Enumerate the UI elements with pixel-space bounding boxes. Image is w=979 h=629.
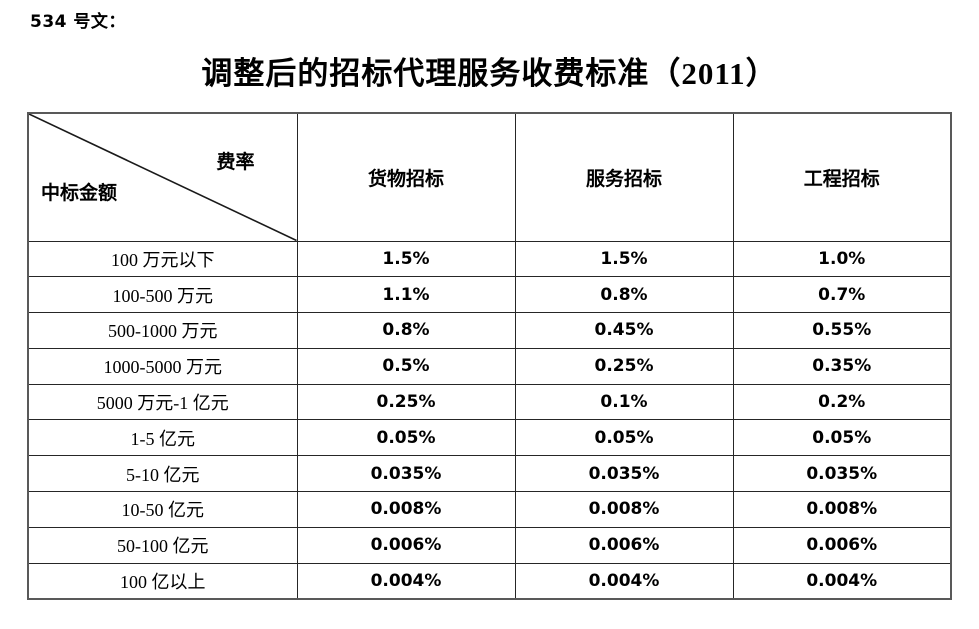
table-cell: 0.35% <box>732 347 952 385</box>
table-cell: 0.55% <box>732 312 952 349</box>
table-cell: 0.006% <box>514 526 734 564</box>
table-cell: 0.006% <box>732 526 952 564</box>
table-cell: 1.0% <box>732 240 952 278</box>
table-cell: 0.5% <box>296 347 516 385</box>
table-cell: 0.1% <box>514 383 734 421</box>
table-cell: 1.5% <box>514 240 734 278</box>
column-header-service-bidding: 服务招标 <box>514 112 734 242</box>
table-cell: 0.035% <box>296 455 516 493</box>
row-label: 100 万元以下 <box>27 240 298 278</box>
table-cell: 0.7% <box>732 276 952 314</box>
corner-header-cell: 费率 中标金额 <box>27 112 298 242</box>
table-cell: 0.05% <box>296 419 516 457</box>
fee-table: 费率 中标金额 货物招标 服务招标 工程招标 100 万元以下 1.5% 1.5… <box>27 112 952 600</box>
table-cell: 0.8% <box>514 276 734 314</box>
row-label: 1000-5000 万元 <box>27 347 298 385</box>
table-cell: 0.05% <box>732 419 952 457</box>
table-cell: 1.1% <box>296 276 516 314</box>
table-cell: 0.25% <box>514 347 734 385</box>
table-cell: 0.004% <box>732 562 952 600</box>
table-row: 5-10 亿元 0.035% 0.035% 0.035% <box>27 455 952 493</box>
table-cell: 0.05% <box>514 419 734 457</box>
table-cell: 0.035% <box>514 455 734 493</box>
table-row: 500-1000 万元 0.8% 0.45% 0.55% <box>27 312 952 349</box>
table-cell: 0.035% <box>732 455 952 493</box>
table-row: 100 亿以上 0.004% 0.004% 0.004% <box>27 562 952 600</box>
doc-number-label: 534 号文： <box>30 12 126 32</box>
table-cell: 0.008% <box>296 491 516 528</box>
header-row: 费率 中标金额 货物招标 服务招标 工程招标 <box>27 112 952 242</box>
table-row: 1-5 亿元 0.05% 0.05% 0.05% <box>27 419 952 457</box>
table-cell: 1.5% <box>296 240 516 278</box>
row-label: 10-50 亿元 <box>27 491 298 528</box>
row-label: 5000 万元-1 亿元 <box>27 383 298 421</box>
row-label: 100 亿以上 <box>27 562 298 600</box>
table-cell: 0.8% <box>296 312 516 349</box>
table-row: 100-500 万元 1.1% 0.8% 0.7% <box>27 276 952 314</box>
table-row: 10-50 亿元 0.008% 0.008% 0.008% <box>27 491 952 528</box>
column-header-goods-bidding: 货物招标 <box>296 112 516 242</box>
table-cell: 0.25% <box>296 383 516 421</box>
table-cell: 0.008% <box>732 491 952 528</box>
column-header-engineering-bidding: 工程招标 <box>732 112 952 242</box>
table-cell: 0.004% <box>514 562 734 600</box>
row-label: 100-500 万元 <box>27 276 298 314</box>
table-cell: 0.008% <box>514 491 734 528</box>
table-row: 5000 万元-1 亿元 0.25% 0.1% 0.2% <box>27 383 952 421</box>
row-label: 5-10 亿元 <box>27 455 298 493</box>
page-title: 调整后的招标代理服务收费标准（2011） <box>201 56 778 91</box>
table-cell: 0.45% <box>514 312 734 349</box>
corner-label-fee-rate: 费率 <box>216 152 255 173</box>
row-label: 50-100 亿元 <box>27 526 298 564</box>
table-cell: 0.2% <box>732 383 952 421</box>
table-row: 1000-5000 万元 0.5% 0.25% 0.35% <box>27 347 952 385</box>
row-label: 500-1000 万元 <box>27 312 298 349</box>
corner-label-bid-amount: 中标金额 <box>41 182 118 204</box>
diagonal-divider-line <box>29 114 297 241</box>
table-row: 100 万元以下 1.5% 1.5% 1.0% <box>27 240 952 278</box>
table-cell: 0.006% <box>296 526 516 564</box>
table-cell: 0.004% <box>296 562 516 600</box>
table-row: 50-100 亿元 0.006% 0.006% 0.006% <box>27 526 952 564</box>
row-label: 1-5 亿元 <box>27 419 298 457</box>
